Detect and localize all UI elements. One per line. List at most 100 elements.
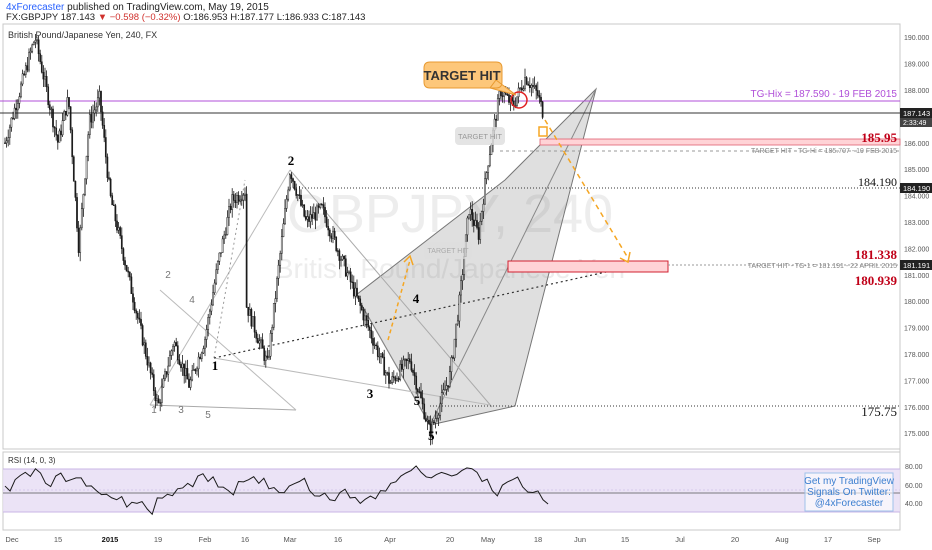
- candle-body: [343, 255, 346, 260]
- candle-body: [191, 370, 194, 381]
- tag-181191-text: 181.191: [903, 261, 930, 270]
- candle-body: [298, 194, 301, 196]
- wave-label-3: 3: [367, 386, 374, 401]
- candle-body: [418, 391, 421, 393]
- candle-body: [325, 216, 328, 227]
- time-tick-label: Apr: [384, 535, 396, 544]
- candle-body: [376, 345, 379, 357]
- wave-label-5-prime: 5': [428, 428, 438, 443]
- candle-body: [308, 216, 310, 222]
- candle-body: [300, 195, 302, 206]
- zone-18595[interactable]: [539, 138, 901, 146]
- candle-body: [420, 391, 422, 399]
- candle-body: [194, 369, 197, 372]
- candle-body: [396, 377, 398, 381]
- candle-body: [338, 250, 341, 261]
- candle-body: [55, 127, 58, 136]
- zone-181[interactable]: [507, 260, 669, 273]
- candle-body: [207, 317, 210, 330]
- candle-body: [424, 418, 427, 422]
- candle-body: [231, 194, 234, 210]
- candle-body: [359, 298, 362, 306]
- candle-body: [197, 356, 200, 370]
- candle-body: [442, 389, 445, 393]
- candle-body: [47, 86, 50, 105]
- candle-body: [434, 418, 437, 423]
- candle-body: [92, 112, 94, 123]
- candle-body: [36, 39, 38, 41]
- candle-body: [540, 96, 542, 103]
- candle-body: [141, 325, 144, 346]
- candle-body: [282, 223, 285, 237]
- candle-body: [50, 108, 53, 111]
- candle-body: [125, 264, 128, 272]
- candle-body: [316, 205, 318, 221]
- price-tick-label: 186.000: [904, 141, 929, 148]
- candle-body: [117, 227, 120, 231]
- symbol[interactable]: FX:GBPJPY: [6, 12, 59, 23]
- rsi-tick-60: 60.00: [905, 483, 923, 490]
- candle-body: [375, 344, 378, 347]
- candle-body: [368, 326, 371, 331]
- candle-body: [23, 73, 26, 75]
- candle-body: [381, 353, 384, 358]
- candle-body: [357, 295, 360, 300]
- candle-body: [68, 97, 70, 107]
- candle-series: [4, 34, 544, 446]
- candle-body: [151, 372, 154, 375]
- candle-body: [71, 129, 74, 158]
- candle-body: [143, 342, 146, 346]
- candle-body: [72, 156, 75, 182]
- candle-body: [360, 305, 363, 310]
- candle-body: [226, 217, 229, 235]
- candle-body: [421, 397, 424, 405]
- candle-body: [264, 355, 267, 361]
- candle-body: [429, 423, 432, 438]
- candle-body: [306, 216, 309, 220]
- price-tick-label: 177.000: [904, 378, 929, 385]
- target-hit-callout[interactable]: [423, 61, 517, 96]
- candle-body: [266, 355, 269, 358]
- time-tick-label: 15: [621, 535, 629, 544]
- candle-body: [48, 104, 51, 110]
- candle-body: [400, 363, 403, 370]
- candle-body: [320, 203, 323, 206]
- orange-arrowhead-down: [619, 251, 631, 264]
- candle-body: [148, 362, 150, 366]
- candle-body: [90, 114, 93, 123]
- candle-body: [149, 362, 152, 374]
- price-change: ▼ −0.598 (−0.32%): [97, 12, 181, 23]
- candle-body: [346, 272, 349, 277]
- candle-body: [255, 331, 258, 339]
- candle-body: [261, 339, 264, 349]
- candle-body: [380, 353, 382, 357]
- candle-body: [351, 281, 354, 283]
- time-tick-label: 16: [334, 535, 342, 544]
- candle-body: [285, 198, 288, 209]
- candle-body: [45, 76, 48, 88]
- candle-body: [344, 258, 347, 277]
- candle-body: [202, 348, 205, 354]
- candle-body: [263, 348, 266, 361]
- candle-body: [373, 344, 376, 346]
- time-tick-label: Jul: [675, 535, 685, 544]
- candle-body: [274, 298, 277, 304]
- candle-body: [28, 52, 30, 71]
- candle-body: [85, 155, 88, 180]
- candle-body: [522, 88, 525, 91]
- candle-body: [210, 304, 213, 312]
- ghost-label-2: TARGET HIT: [428, 248, 470, 255]
- promo-box[interactable]: [804, 472, 894, 512]
- candle-body: [157, 398, 160, 403]
- time-tick-label: 16: [241, 535, 249, 544]
- candle-body: [332, 230, 334, 239]
- price-tick-label: 182.000: [904, 246, 929, 253]
- label-18595: 185.95: [861, 130, 897, 145]
- candle-body: [463, 256, 466, 275]
- candle-body: [24, 65, 27, 75]
- candle-body: [200, 352, 203, 359]
- candle-body: [453, 338, 456, 359]
- candle-body: [127, 270, 130, 273]
- publisher-name[interactable]: 4xForecaster: [6, 2, 65, 13]
